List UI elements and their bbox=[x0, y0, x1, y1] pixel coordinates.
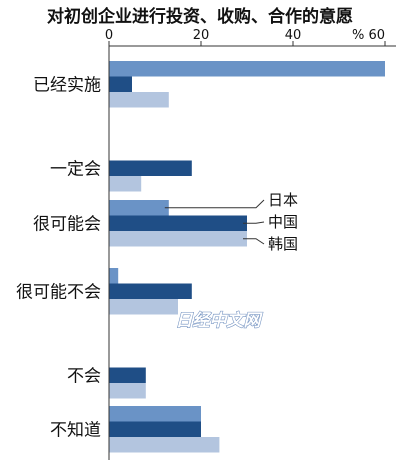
bar bbox=[109, 437, 220, 453]
bar-group bbox=[109, 367, 146, 399]
category-label: 很可能会 bbox=[33, 214, 101, 234]
bars-layer bbox=[109, 61, 385, 453]
bar bbox=[109, 299, 178, 315]
legend-label: 韩国 bbox=[268, 235, 298, 253]
legend-leader-line bbox=[164, 199, 265, 209]
x-axis-ticks: 0 20 40 % 60 bbox=[105, 28, 386, 46]
watermark-logo: 日经中文网 bbox=[176, 311, 264, 331]
category-label: 已经实施 bbox=[33, 75, 101, 95]
chart-title: 对初创企业进行投资、收购、合作的意愿 bbox=[47, 6, 353, 27]
category-label: 一定会 bbox=[50, 159, 101, 179]
x-tick-label: 20 bbox=[193, 28, 210, 43]
x-tick-label: 40 bbox=[285, 28, 302, 43]
category-label: 不会 bbox=[67, 366, 101, 386]
legend-label: 中国 bbox=[268, 213, 298, 231]
x-tick-label: % 60 bbox=[352, 28, 385, 43]
bar bbox=[109, 215, 247, 231]
bar bbox=[109, 231, 247, 247]
legend-label: 日本 bbox=[268, 191, 298, 209]
legend-leader-line bbox=[243, 238, 265, 245]
category-label: 不知道 bbox=[50, 420, 101, 440]
bar bbox=[109, 200, 169, 216]
bar-group bbox=[109, 61, 385, 108]
bar-group bbox=[109, 160, 192, 192]
bar bbox=[109, 160, 192, 176]
bar bbox=[109, 268, 119, 284]
bar-group bbox=[109, 406, 220, 453]
bar bbox=[109, 383, 146, 399]
bar bbox=[109, 61, 385, 77]
bar bbox=[109, 421, 201, 437]
bar bbox=[109, 76, 132, 92]
bar-group bbox=[109, 200, 247, 247]
bar bbox=[109, 283, 192, 299]
bar-group bbox=[109, 268, 192, 315]
bar bbox=[109, 367, 146, 383]
bar bbox=[109, 406, 201, 422]
x-tick-label: 0 bbox=[105, 28, 113, 43]
category-label: 很可能不会 bbox=[16, 282, 101, 302]
bar bbox=[109, 92, 169, 108]
legend-leader-line bbox=[243, 221, 265, 224]
bar bbox=[109, 176, 142, 192]
